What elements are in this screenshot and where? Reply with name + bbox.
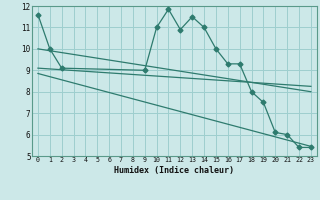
X-axis label: Humidex (Indice chaleur): Humidex (Indice chaleur) <box>115 166 234 175</box>
